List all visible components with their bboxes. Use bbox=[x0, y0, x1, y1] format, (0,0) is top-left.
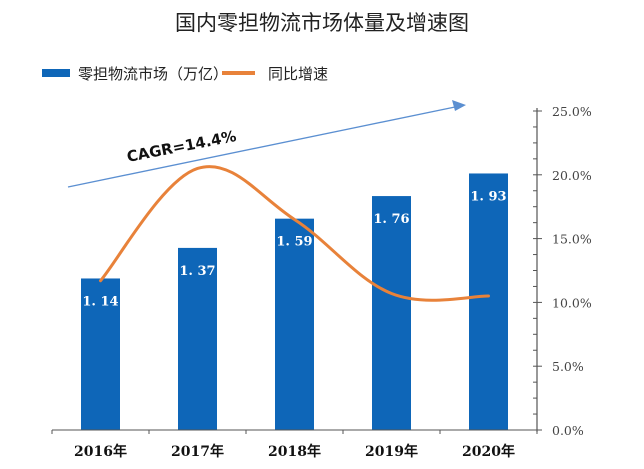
legend: 零担物流市场（万亿） 同比增速 bbox=[42, 65, 328, 83]
bar-2016年 bbox=[81, 278, 120, 430]
right-axis-ticks bbox=[533, 110, 542, 431]
growth-line bbox=[99, 165, 490, 302]
y-tick-label: 0.0% bbox=[552, 423, 584, 438]
right-axis-labels: 0.0% 5.0% 10.0% 15.0% 20.0% 25.0% bbox=[552, 104, 592, 438]
x-tick-label: 2020年 bbox=[462, 443, 515, 460]
x-tick-label: 2019年 bbox=[365, 443, 418, 460]
x-axis-labels: 2016年 2017年 2018年 2019年 2020年 bbox=[74, 443, 515, 460]
bar-data-label: 1. 59 bbox=[276, 235, 312, 250]
x-tick-label: 2016年 bbox=[74, 443, 127, 460]
cagr-annotation: CAGR=14.4% bbox=[67, 100, 466, 188]
bar-labels: 1. 14 1. 37 1. 59 1. 76 1. 93 bbox=[82, 189, 506, 309]
x-axis-ticks bbox=[51, 430, 538, 434]
bar-data-label: 1. 76 bbox=[373, 212, 409, 227]
cagr-arrow-line bbox=[67, 106, 456, 188]
bar-data-label: 1. 14 bbox=[82, 294, 118, 309]
chart-title: 国内零担物流市场体量及增速图 bbox=[175, 11, 469, 35]
y-tick-label: 10.0% bbox=[552, 295, 592, 310]
y-tick-label: 25.0% bbox=[552, 104, 592, 119]
bar-data-label: 1. 37 bbox=[179, 264, 215, 279]
legend-label-bar: 零担物流市场（万亿） bbox=[78, 65, 228, 83]
bar-2019年 bbox=[372, 196, 411, 430]
y-tick-label: 20.0% bbox=[552, 168, 592, 183]
x-tick-label: 2017年 bbox=[171, 443, 224, 460]
bars bbox=[81, 173, 508, 431]
y-tick-label: 5.0% bbox=[552, 359, 584, 374]
y-tick-label: 15.0% bbox=[552, 232, 592, 247]
cagr-label: CAGR=14.4% bbox=[125, 127, 237, 166]
bar-2017年 bbox=[178, 247, 217, 430]
bar-2018年 bbox=[275, 218, 314, 430]
x-tick-label: 2018年 bbox=[268, 443, 321, 460]
bar-data-label: 1. 93 bbox=[470, 189, 506, 204]
bar-2020年 bbox=[469, 173, 508, 431]
legend-swatch-bar bbox=[42, 69, 70, 77]
legend-label-line: 同比增速 bbox=[268, 65, 328, 83]
cagr-arrow-head bbox=[452, 100, 466, 111]
